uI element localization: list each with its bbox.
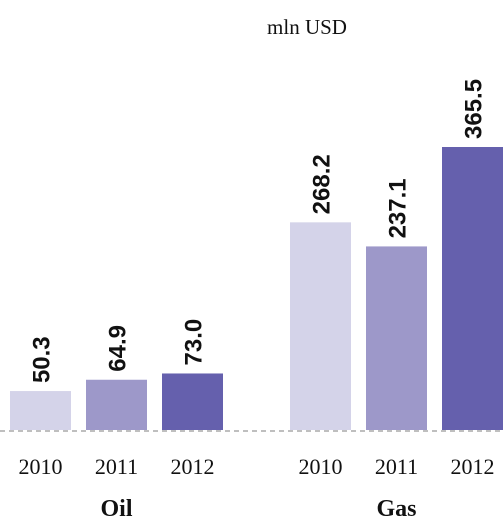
value-label: 64.9: [105, 325, 132, 372]
value-label: 268.2: [309, 154, 336, 214]
group-label: Gas: [376, 496, 416, 522]
value-label: 237.1: [385, 178, 412, 238]
value-label: 50.3: [29, 336, 56, 383]
x-tick-label: 2011: [375, 454, 418, 479]
value-label: 365.5: [461, 79, 488, 139]
chart-title: mln USD: [267, 15, 347, 39]
bar: [442, 147, 503, 430]
x-tick-label: 2010: [299, 454, 343, 479]
x-tick-label: 2012: [451, 454, 495, 479]
bar: [290, 222, 351, 430]
bar: [366, 246, 427, 430]
bar: [86, 379, 147, 430]
x-tick-label: 2012: [171, 454, 215, 479]
bar: [162, 373, 223, 430]
x-tick-label: 2010: [19, 454, 63, 479]
bar: [10, 391, 71, 430]
x-tick-label: 2011: [95, 454, 138, 479]
value-label: 73.0: [181, 319, 208, 366]
group-label: Oil: [100, 496, 132, 522]
